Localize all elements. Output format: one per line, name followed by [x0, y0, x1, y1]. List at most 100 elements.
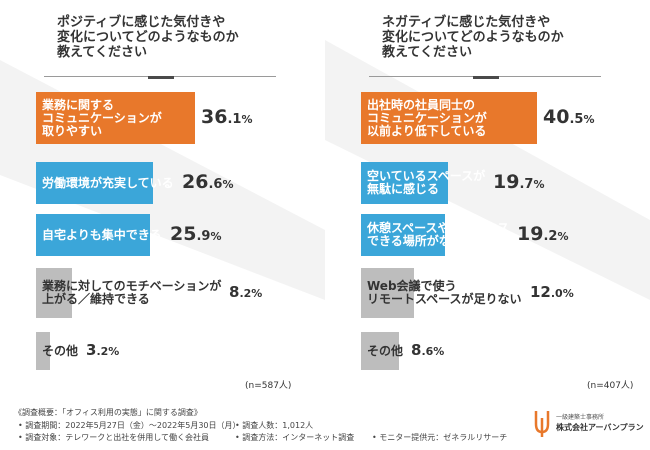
- bar-category-label: 自宅よりも集中できる: [42, 227, 162, 242]
- value-integer: 12: [530, 283, 551, 302]
- footer-period: • 調査期間：2022年5月27日（金）～2022年5月30日（月）: [18, 421, 241, 430]
- value-integer: 26: [182, 170, 209, 193]
- value-unit: %: [557, 229, 569, 243]
- bar-value-label: 40.5%: [543, 106, 594, 128]
- value-decimal: .7: [519, 176, 534, 192]
- value-unit: %: [210, 229, 222, 243]
- bar: [361, 332, 399, 370]
- bar: [36, 162, 154, 204]
- category-line: リモートスペースが足りない: [367, 292, 522, 306]
- value-integer: 19: [493, 170, 520, 193]
- title-tab: [148, 76, 174, 79]
- category-line: 空いているスペースが: [367, 169, 486, 183]
- value-decimal: .1: [227, 111, 242, 127]
- value-unit: %: [222, 177, 234, 191]
- bar: [361, 92, 537, 144]
- category-line: 以前より低下している: [367, 123, 487, 138]
- urbanplan-logo-icon: [534, 411, 550, 437]
- bar: [361, 214, 446, 256]
- value-unit: %: [108, 345, 120, 359]
- value-decimal: .0: [550, 287, 563, 301]
- category-line: コミュニケーションが: [42, 110, 162, 125]
- value-unit: %: [241, 112, 253, 126]
- category-line: 業務に対してのモチベーションが: [42, 279, 222, 293]
- survey-footer: 《調査概要：「オフィス利用の実態」に関する調査》 • 調査期間：2022年5月2…: [0, 400, 650, 450]
- category-line: コミュニケーションが: [367, 110, 487, 125]
- category-line: 自宅よりも集中できる: [42, 227, 162, 242]
- category-line: できる場所がない: [367, 234, 463, 248]
- bar: [36, 92, 195, 144]
- negative-panel: ネガティブに感じた気付きや 変化についてどのようなものか 教えてください 出社時…: [325, 0, 650, 400]
- value-decimal: .6: [421, 345, 434, 359]
- positive-sample-size: (n=587人): [245, 381, 292, 391]
- category-line: 無駄に感じる: [367, 182, 440, 196]
- value-unit: %: [433, 345, 445, 359]
- brand-name: 株式会社アーバンプラン: [556, 423, 644, 432]
- value-decimal: .2: [239, 287, 252, 301]
- question-line: ポジティブに感じた気付きや: [57, 15, 226, 30]
- bar-category-label: その他: [367, 343, 404, 358]
- category-line: 業務に関する: [42, 97, 115, 112]
- value-unit: %: [533, 177, 545, 191]
- category-line: 休憩スペースやリラックス: [367, 221, 510, 235]
- bar: [36, 268, 73, 318]
- value-integer: 36: [201, 105, 228, 128]
- bar-category-label: その他: [42, 343, 79, 358]
- negative-sample-size: (n=407人): [587, 381, 634, 391]
- bar-category-label: Web会議で使う リモートスペースが足りない: [367, 280, 522, 306]
- category-line: その他: [42, 343, 79, 358]
- negative-question-title: ネガティブに感じた気付きや 変化についてどのようなものか 教えてください: [382, 15, 622, 60]
- bar-value-label: 25.9%: [170, 223, 221, 245]
- bar-value-label: 3.2%: [86, 341, 119, 359]
- bar: [361, 162, 448, 204]
- title-tab: [473, 76, 499, 79]
- bar: [36, 214, 150, 256]
- category-line: その他: [367, 343, 404, 358]
- category-line: 労働環境が充実している: [42, 175, 174, 190]
- value-decimal: .2: [96, 345, 109, 359]
- bar-category-label: 業務に関する コミュニケーションが 取りやすい: [42, 97, 162, 138]
- footer-method: • 調査方法：インターネット調査: [235, 433, 355, 442]
- bar-value-label: 8.6%: [411, 341, 444, 359]
- question-line: ネガティブに感じた気付きや: [382, 15, 551, 30]
- bar-category-label: 業務に対してのモチベーションが 上がる／維持できる: [42, 280, 221, 306]
- footer-heading: 《調査概要：「オフィス利用の実態」に関する調査》: [14, 408, 202, 417]
- value-integer: 3: [86, 341, 97, 360]
- bar: [361, 268, 414, 318]
- value-unit: %: [251, 287, 263, 301]
- category-line: Web会議で使う: [367, 279, 457, 293]
- bar: [36, 332, 51, 370]
- value-integer: 40: [543, 105, 570, 128]
- bar-category-label: 空いているスペースが 無駄に感じる: [367, 170, 485, 196]
- bar-value-label: 19.2%: [517, 223, 568, 245]
- bar-category-label: 労働環境が充実している: [42, 175, 174, 190]
- category-line: 出社時の社員同士の: [367, 97, 476, 112]
- value-decimal: .9: [196, 228, 211, 244]
- bar-value-label: 36.1%: [201, 106, 252, 128]
- positive-panel: ポジティブに感じた気付きや 変化についてどのようなものか 教えてください 業務に…: [0, 0, 325, 400]
- value-integer: 8: [411, 341, 422, 360]
- question-line: 教えてください: [57, 45, 147, 60]
- value-integer: 8: [229, 283, 240, 302]
- footer-count: • 調査人数：1,012人: [235, 421, 314, 430]
- category-line: 上がる／維持できる: [42, 292, 150, 306]
- value-decimal: .2: [543, 228, 558, 244]
- value-decimal: .5: [569, 111, 584, 127]
- bar-category-label: 休憩スペースやリラックス できる場所がない: [367, 222, 509, 248]
- value-integer: 25: [170, 222, 197, 245]
- question-line: 変化についてどのようなものか: [57, 30, 239, 45]
- brand-tagline: 一級建築士事務所: [556, 414, 605, 421]
- bar-value-label: 12.0%: [530, 283, 574, 301]
- footer-provider: • モニター提供元：ゼネラルリサーチ: [372, 433, 508, 442]
- bar-value-label: 19.7%: [493, 171, 544, 193]
- bar-value-label: 8.2%: [229, 283, 262, 301]
- positive-question-title: ポジティブに感じた気付きや 変化についてどのようなものか 教えてください: [57, 15, 297, 60]
- question-line: 教えてください: [382, 45, 472, 60]
- value-unit: %: [583, 112, 595, 126]
- question-line: 変化についてどのようなものか: [382, 30, 564, 45]
- bar-value-label: 26.6%: [182, 171, 233, 193]
- value-decimal: .6: [208, 176, 223, 192]
- category-line: 取りやすい: [42, 123, 103, 138]
- footer-target: • 調査対象：テレワークと出社を併用して働く会社員: [18, 433, 210, 442]
- value-integer: 19: [517, 222, 544, 245]
